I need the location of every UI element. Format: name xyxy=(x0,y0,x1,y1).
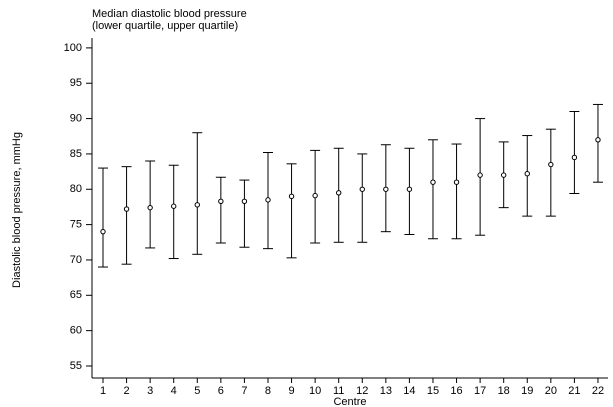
median-point xyxy=(477,172,483,178)
x-tick-label: 21 xyxy=(568,385,580,397)
y-tick-label: 95 xyxy=(70,77,82,89)
median-point xyxy=(194,202,200,208)
x-axis-label: Centre xyxy=(333,396,366,407)
median-point xyxy=(571,154,578,161)
median-point xyxy=(430,179,436,185)
median-point xyxy=(241,198,248,204)
x-tick-label: 17 xyxy=(474,385,486,397)
x-tick-label: 12 xyxy=(356,385,368,397)
median-point xyxy=(500,172,507,178)
median-point xyxy=(265,197,271,203)
median-point xyxy=(288,193,295,200)
y-tick-label: 90 xyxy=(70,112,82,124)
x-tick-label: 9 xyxy=(288,385,294,397)
x-tick-label: 19 xyxy=(521,385,533,397)
y-tick-label: 100 xyxy=(64,42,82,54)
x-tick-label: 22 xyxy=(592,385,604,397)
x-tick-label: 2 xyxy=(124,385,130,397)
chart-title: Median diastolic blood pressure xyxy=(92,8,247,20)
median-point xyxy=(100,228,106,235)
median-point xyxy=(336,190,342,196)
x-tick-label: 8 xyxy=(265,385,271,397)
x-tick-label: 14 xyxy=(403,385,415,397)
y-tick-label: 55 xyxy=(70,360,82,372)
median-point xyxy=(171,203,177,209)
y-tick-label: 85 xyxy=(70,148,82,160)
y-axis-label: Diastolic blood pressure, mmHg xyxy=(11,132,23,288)
x-tick-label: 16 xyxy=(450,385,462,397)
y-tick-label: 60 xyxy=(70,325,82,337)
x-tick-label: 3 xyxy=(147,385,153,397)
median-point xyxy=(383,186,389,192)
median-point xyxy=(524,171,530,177)
x-tick-label: 13 xyxy=(380,385,392,397)
x-tick-label: 6 xyxy=(218,385,224,397)
median-point xyxy=(123,206,130,212)
x-tick-label: 10 xyxy=(309,385,321,397)
median-point xyxy=(548,161,554,168)
median-point xyxy=(312,192,318,199)
x-tick-label: 18 xyxy=(498,385,510,397)
y-tick-label: 75 xyxy=(70,219,82,231)
y-tick-label: 65 xyxy=(70,289,82,301)
median-point xyxy=(453,179,460,185)
x-tick-label: 4 xyxy=(171,385,177,397)
y-tick-label: 70 xyxy=(70,254,82,266)
x-tick-label: 20 xyxy=(545,385,557,397)
median-point xyxy=(218,198,224,204)
median-point xyxy=(595,137,601,143)
median-point xyxy=(359,186,365,192)
median-point xyxy=(406,186,413,192)
x-tick-label: 5 xyxy=(194,385,200,397)
x-tick-label: 15 xyxy=(427,385,439,397)
y-tick-label: 80 xyxy=(70,183,82,195)
x-tick-label: 7 xyxy=(241,385,247,397)
x-tick-label: 11 xyxy=(333,385,344,397)
median-point xyxy=(147,204,153,211)
x-tick-label: 1 xyxy=(100,385,106,397)
chart-subtitle: (lower quartile, upper quartile) xyxy=(92,20,238,32)
